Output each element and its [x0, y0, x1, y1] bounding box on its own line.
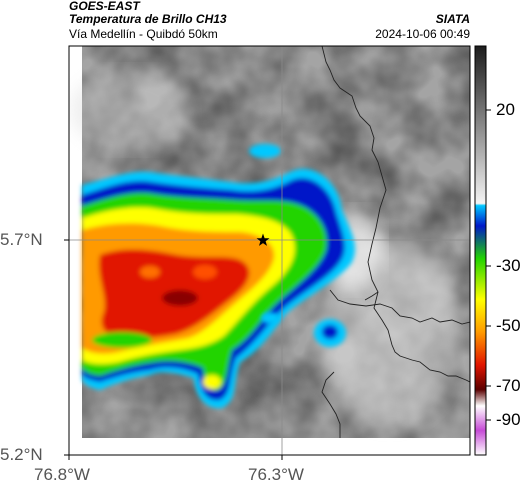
region-subtitle: Vía Medellín - Quibdó 50km [69, 27, 218, 41]
plot-frame [68, 45, 471, 456]
warm-surface-patch [70, 70, 190, 150]
colorbar-label: -90 [496, 410, 521, 429]
lon-tick-label: 76.8°W [34, 465, 90, 484]
colorbar-label: -70 [496, 376, 521, 395]
geographic-boundaries [321, 46, 470, 438]
star-marker [256, 233, 270, 246]
satellite-title: GOES-EAST [69, 0, 140, 13]
lat-tick-label: 5.7°N [0, 230, 43, 249]
organization-label: SIATA [435, 12, 470, 26]
colorbar-ticks [486, 109, 491, 421]
colorbar [474, 45, 487, 456]
lon-tick-label: 76.3°W [248, 465, 304, 484]
colorbar-label: 20 [496, 100, 515, 119]
datetime-label: 2024-10-06 00:49 [375, 27, 470, 41]
product-title: Temperatura de Brillo CH13 [69, 12, 227, 26]
isolated-cloud-cells [249, 144, 346, 347]
colorbar-label: -30 [496, 256, 521, 275]
colorbar-label: -50 [496, 316, 521, 335]
lat-tick-label: 5.2°N [0, 445, 43, 464]
